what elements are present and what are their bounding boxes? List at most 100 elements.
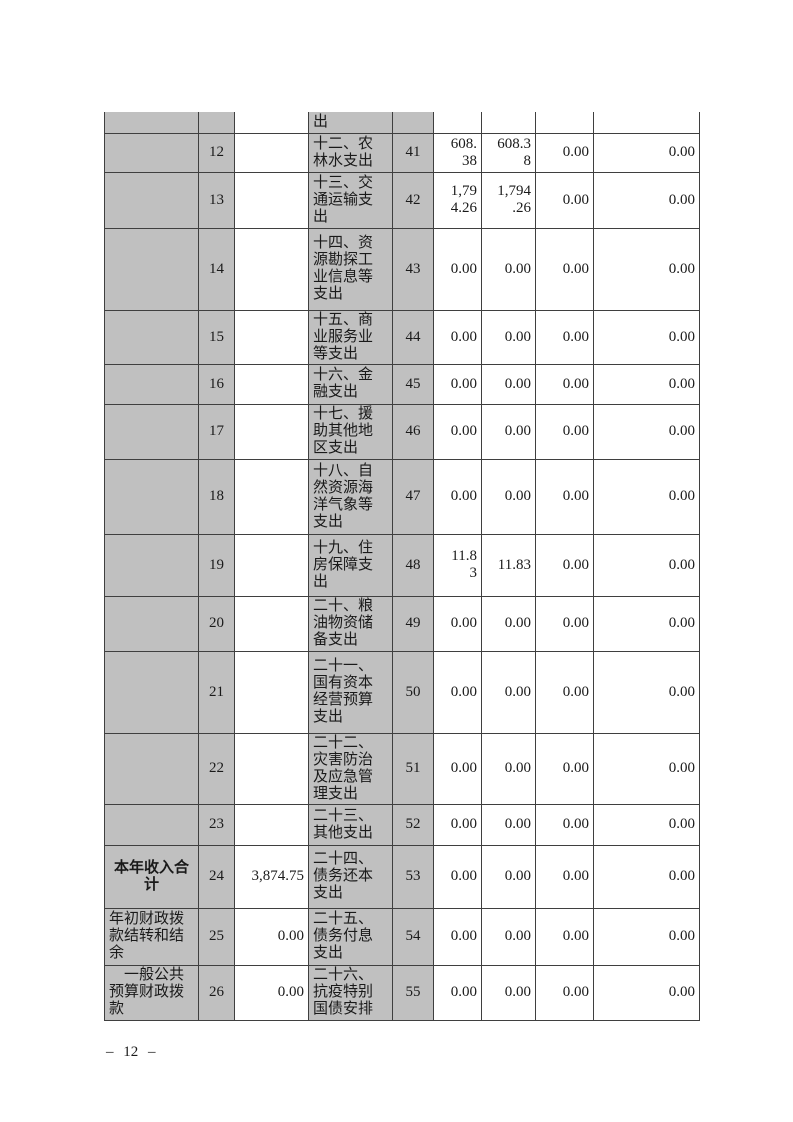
cell-value-3 xyxy=(535,112,594,134)
cell-left-label xyxy=(104,732,199,805)
cell-value-3: 0.00 xyxy=(535,403,594,460)
cell-left-value xyxy=(234,732,309,805)
table-row: 14 十四、资 源勘探工 业信息等 支出 43 0.00 0.00 0.00 0.00 xyxy=(104,227,700,311)
cell-value-3: 0.00 xyxy=(535,732,594,805)
table-row: 23 二十三、 其他支出 52 0.00 0.00 0.00 0.00 xyxy=(104,803,700,846)
cell-value-1: 11.8 3 xyxy=(433,533,482,597)
cell-value-1: 0.00 xyxy=(433,803,482,846)
cell-value-4: 0.00 xyxy=(593,403,700,460)
cell-left-no: 25 xyxy=(198,907,235,966)
table-row: 16 十六、金 融支出 45 0.00 0.00 0.00 0.00 xyxy=(104,363,700,405)
cell-value-3: 0.00 xyxy=(535,803,594,846)
cell-left-value xyxy=(234,227,309,311)
table-row: 15 十五、商 业服务业 等支出 44 0.00 0.00 0.00 0.00 xyxy=(104,309,700,365)
table-row: 本年收入合 计 24 3,874.75 二十四、 债务还本 支出 53 0.00 0.00 0… xyxy=(104,844,700,909)
cell-left-no: 20 xyxy=(198,595,235,652)
cell-value-2: 608.3 8 xyxy=(481,132,536,173)
cell-value-2: 0.00 xyxy=(481,309,536,365)
cell-value-1: 0.00 xyxy=(433,964,482,1021)
table-row: 22 二十二、 灾害防治 及应急管 理支出 51 0.00 0.00 0.00 0.00 xyxy=(104,732,700,805)
cell-category: 二十四、 债务还本 支出 xyxy=(308,844,393,909)
cell-value-2: 0.00 xyxy=(481,907,536,966)
cell-left-label: 本年收入合 计 xyxy=(104,844,199,909)
cell-left-label: 年初财政拨 款结转和结 余 xyxy=(104,907,199,966)
cell-left-label: 一般公共 预算财政拨 款 xyxy=(104,964,199,1021)
cell-category-no: 54 xyxy=(392,907,434,966)
cell-category: 出 xyxy=(308,112,393,134)
cell-value-2: 0.00 xyxy=(481,458,536,535)
cell-value-2: 0.00 xyxy=(481,732,536,805)
cell-left-no: 21 xyxy=(198,650,235,734)
cell-left-no: 16 xyxy=(198,363,235,405)
cell-category: 二十一、 国有资本 经营预算 支出 xyxy=(308,650,393,734)
cell-value-2: 0.00 xyxy=(481,363,536,405)
cell-left-no: 17 xyxy=(198,403,235,460)
cell-value-4: 0.00 xyxy=(593,533,700,597)
cell-left-value xyxy=(234,132,309,173)
cell-left-no: 18 xyxy=(198,458,235,535)
cell-value-1: 1,79 4.26 xyxy=(433,171,482,229)
cell-left-value xyxy=(234,112,309,134)
cell-value-2: 11.83 xyxy=(481,533,536,597)
cell-value-1: 0.00 xyxy=(433,458,482,535)
cell-left-no: 14 xyxy=(198,227,235,311)
cell-left-no: 19 xyxy=(198,533,235,597)
cell-left-label xyxy=(104,533,199,597)
cell-value-3: 0.00 xyxy=(535,458,594,535)
cell-left-label xyxy=(104,403,199,460)
cell-value-1: 0.00 xyxy=(433,650,482,734)
cell-left-label xyxy=(104,595,199,652)
cell-value-1: 0.00 xyxy=(433,595,482,652)
cell-category-no: 43 xyxy=(392,227,434,311)
cell-value-4: 0.00 xyxy=(593,171,700,229)
cell-left-value: 0.00 xyxy=(234,907,309,966)
cell-category-no: 45 xyxy=(392,363,434,405)
cell-left-value: 0.00 xyxy=(234,964,309,1021)
cell-value-4: 0.00 xyxy=(593,458,700,535)
cell-value-2: 0.00 xyxy=(481,403,536,460)
cell-value-2: 0.00 xyxy=(481,650,536,734)
cell-left-no: 15 xyxy=(198,309,235,365)
cell-category: 二十五、 债务付息 支出 xyxy=(308,907,393,966)
cell-category-no: 50 xyxy=(392,650,434,734)
cell-value-2: 0.00 xyxy=(481,803,536,846)
cell-category: 十九、住 房保障支 出 xyxy=(308,533,393,597)
cell-left-label xyxy=(104,363,199,405)
cell-value-3: 0.00 xyxy=(535,844,594,909)
cell-category: 二十、粮 油物资储 备支出 xyxy=(308,595,393,652)
cell-category-no: 47 xyxy=(392,458,434,535)
cell-left-value xyxy=(234,533,309,597)
table-row: 17 十七、援 助其他地 区支出 46 0.00 0.00 0.00 0.00 xyxy=(104,403,700,460)
cell-value-1: 0.00 xyxy=(433,309,482,365)
cell-value-3: 0.00 xyxy=(535,964,594,1021)
cell-value-1: 0.00 xyxy=(433,363,482,405)
cell-left-value xyxy=(234,171,309,229)
cell-left-value xyxy=(234,458,309,535)
table-row: 18 十八、自 然资源海 洋气象等 支出 47 0.00 0.00 0.00 0.00 xyxy=(104,458,700,535)
cell-value-1: 0.00 xyxy=(433,844,482,909)
cell-category-no: 46 xyxy=(392,403,434,460)
cell-category-no: 42 xyxy=(392,171,434,229)
table-row: 12 十二、农 林水支出 41 608. 38 608.3 8 0.00 0.00 xyxy=(104,132,700,173)
cell-left-no: 12 xyxy=(198,132,235,173)
cell-value-4: 0.00 xyxy=(593,907,700,966)
cell-value-3: 0.00 xyxy=(535,907,594,966)
cell-value-2: 0.00 xyxy=(481,844,536,909)
cell-value-4: 0.00 xyxy=(593,132,700,173)
table-row: 一般公共 预算财政拨 款 26 0.00 二十六、 抗疫特别 国债安排 55 0.00 0.… xyxy=(104,964,700,1021)
cell-value-4: 0.00 xyxy=(593,227,700,311)
cell-left-no: 23 xyxy=(198,803,235,846)
cell-left-no xyxy=(198,112,235,134)
cell-category: 十五、商 业服务业 等支出 xyxy=(308,309,393,365)
cell-category-no: 48 xyxy=(392,533,434,597)
table-row: 20 二十、粮 油物资储 备支出 49 0.00 0.00 0.00 0.00 xyxy=(104,595,700,652)
cell-left-label xyxy=(104,309,199,365)
table-row: 出 xyxy=(104,112,700,134)
cell-left-value xyxy=(234,403,309,460)
cell-value-1: 0.00 xyxy=(433,907,482,966)
cell-left-no: 24 xyxy=(198,844,235,909)
cell-value-1 xyxy=(433,112,482,134)
cell-category-no: 52 xyxy=(392,803,434,846)
cell-value-4: 0.00 xyxy=(593,309,700,365)
